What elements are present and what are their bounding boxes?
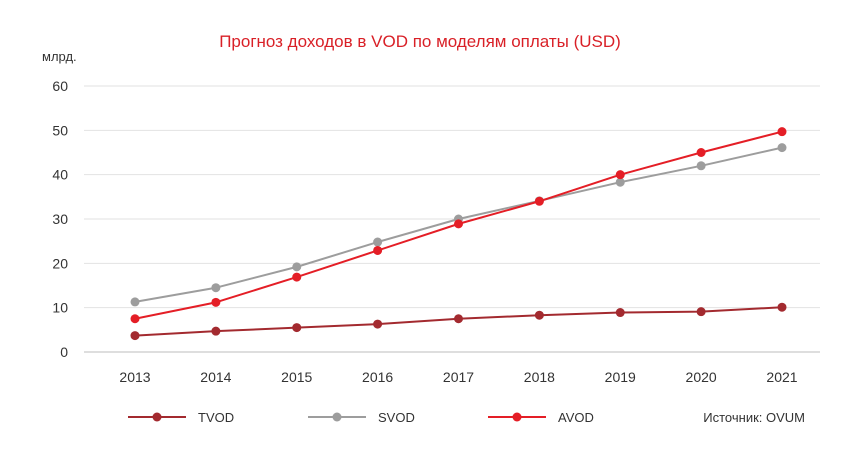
legend-item-avod: AVOD — [488, 410, 594, 425]
x-tick-label: 2019 — [605, 369, 636, 385]
data-point-svod — [211, 283, 221, 293]
data-point-tvod — [777, 302, 787, 312]
data-point-avod — [373, 245, 383, 255]
x-tick-label: 2013 — [119, 369, 150, 385]
x-axis-ticks: 2013 2014 2015 2016 2017 2018 2019 2020 2021 — [119, 369, 797, 385]
gridlines — [84, 85, 820, 353]
legend-marker-avod — [512, 412, 522, 422]
data-point-avod — [130, 314, 140, 324]
x-tick-label: 2015 — [281, 369, 312, 385]
series-svod — [130, 143, 787, 307]
data-point-tvod — [696, 307, 706, 317]
data-point-tvod — [130, 331, 140, 341]
data-point-avod — [211, 297, 221, 307]
data-point-avod — [292, 272, 302, 282]
series-tvod — [130, 302, 787, 341]
data-point-svod — [777, 143, 787, 153]
y-tick-label: 50 — [52, 122, 68, 138]
x-tick-label: 2014 — [200, 369, 231, 385]
legend-label-tvod: TVOD — [198, 410, 234, 425]
y-tick-label: 40 — [52, 167, 68, 183]
source-note: Источник: OVUM — [703, 410, 805, 425]
data-point-svod — [292, 262, 302, 272]
legend-item-tvod: TVOD — [128, 410, 234, 425]
data-point-avod — [615, 170, 625, 180]
series-layer — [130, 127, 787, 341]
data-point-svod — [696, 161, 706, 171]
legend-label-svod: SVOD — [378, 410, 415, 425]
y-axis-unit-label: млрд. — [42, 49, 77, 64]
legend-marker-tvod — [152, 412, 162, 422]
y-tick-label: 30 — [52, 211, 68, 227]
data-point-avod — [777, 127, 787, 137]
x-tick-label: 2017 — [443, 369, 474, 385]
data-point-tvod — [454, 314, 463, 324]
y-tick-label: 20 — [52, 255, 68, 271]
data-point-avod — [534, 196, 544, 206]
legend-marker-svod — [332, 412, 342, 422]
data-point-tvod — [373, 319, 383, 329]
x-tick-label: 2021 — [766, 369, 797, 385]
y-tick-label: 60 — [52, 78, 68, 94]
y-axis-ticks: 0 10 20 30 40 50 60 — [52, 78, 68, 360]
data-point-tvod — [615, 308, 625, 318]
data-point-svod — [130, 297, 140, 307]
data-point-tvod — [534, 310, 544, 320]
data-point-svod — [373, 237, 383, 247]
x-tick-label: 2020 — [686, 369, 717, 385]
chart-title: Прогноз доходов в VOD по моделям оплаты … — [219, 32, 621, 51]
data-point-tvod — [211, 326, 221, 336]
data-point-avod — [696, 148, 706, 157]
y-tick-label: 0 — [60, 344, 68, 360]
legend: TVOD SVOD AVOD — [128, 410, 594, 425]
series-avod — [130, 127, 787, 324]
data-point-svod — [615, 177, 625, 187]
legend-item-svod: SVOD — [308, 410, 415, 425]
x-tick-label: 2016 — [362, 369, 393, 385]
y-tick-label: 10 — [52, 300, 68, 316]
data-point-tvod — [292, 323, 302, 333]
legend-label-avod: AVOD — [558, 410, 594, 425]
x-tick-label: 2018 — [524, 369, 555, 385]
data-point-avod — [454, 219, 463, 229]
